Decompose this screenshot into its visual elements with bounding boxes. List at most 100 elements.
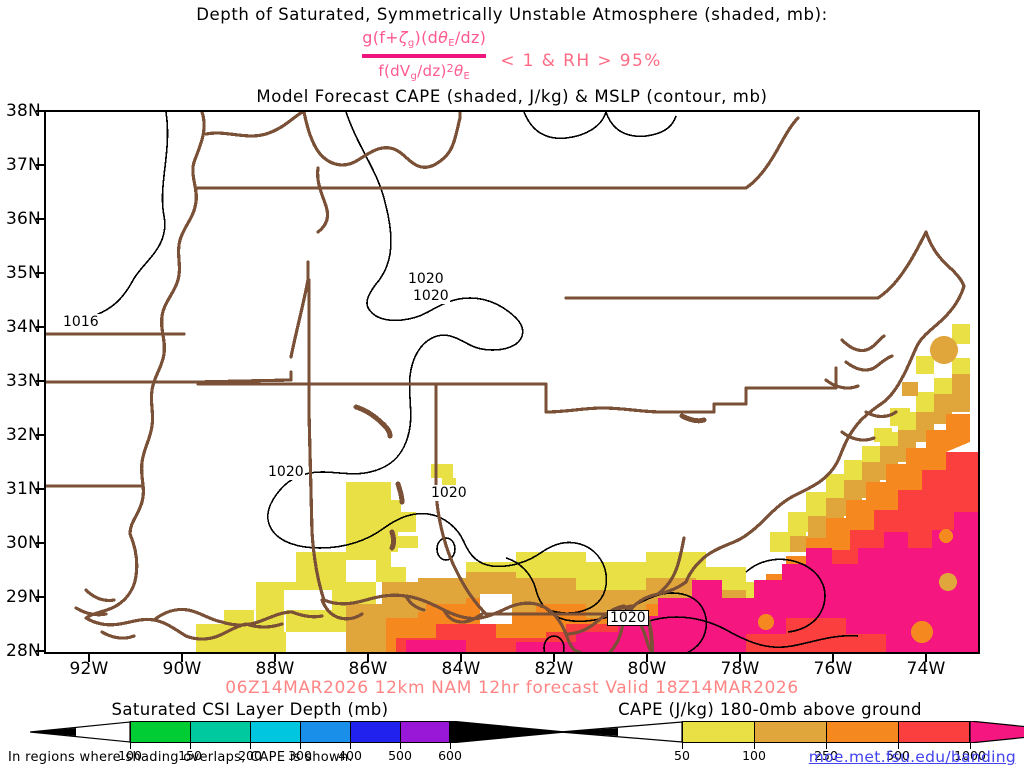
csi-tick	[400, 743, 401, 749]
lon-tick	[925, 654, 927, 662]
cape-tick	[682, 743, 683, 749]
cape-colorbar-ticks: 50 100 250 500 1000	[560, 743, 1015, 763]
lon-tick	[553, 654, 555, 662]
cape-tick	[970, 743, 971, 749]
cape-colorbar[interactable]	[560, 721, 1024, 743]
map-plot-area[interactable]: 1016 1020 1020 1020 1020 1020	[44, 110, 980, 654]
lat-tick	[36, 434, 44, 436]
cape-bin-100-250	[754, 721, 826, 743]
lat-label-38N: 38N	[6, 101, 41, 121]
csi-colorbar-under-arrow	[30, 721, 130, 743]
cape-bin-50-100	[682, 721, 754, 743]
cape-bin-500-1000	[898, 721, 970, 743]
csi-tick-label-100: 100	[118, 748, 142, 763]
contour-label-1020-a: 1020	[407, 271, 445, 287]
lon-label-86W: 86W	[348, 659, 388, 679]
csi-tick-label-400: 400	[338, 748, 362, 763]
contour-label-group: 1016 1020 1020 1020 1020 1020	[46, 112, 978, 652]
csi-tick	[190, 743, 191, 749]
contour-label-1020-d: 1020	[430, 485, 468, 501]
lat-label-37N: 37N	[6, 155, 41, 175]
csi-tick-label-150: 150	[178, 748, 202, 763]
source-url-link[interactable]: moe.met.fsu.edu/banding	[808, 748, 1016, 766]
lat-tick	[36, 542, 44, 544]
lat-tick	[36, 326, 44, 328]
page-title: Depth of Saturated, Symmetrically Unstab…	[196, 5, 828, 24]
csi-tick-label-200: 200	[238, 748, 262, 763]
csi-bin-500-600	[400, 721, 450, 743]
csi-tick	[300, 743, 301, 749]
lon-label-84W: 84W	[441, 659, 481, 679]
lat-label-31N: 31N	[6, 479, 41, 499]
lon-label-78W: 78W	[720, 659, 760, 679]
csi-colorbar-ticks: 100 150 200 300 400 500 600	[30, 743, 485, 763]
fraction-bar	[362, 54, 487, 58]
lon-label-88W: 88W	[255, 659, 295, 679]
lat-tick	[36, 164, 44, 166]
csi-bin-100-150	[130, 721, 190, 743]
lat-label-34N: 34N	[6, 317, 41, 337]
lon-label-80W: 80W	[627, 659, 667, 679]
cape-tick-label-250: 250	[814, 748, 838, 763]
csi-tick	[130, 743, 131, 749]
lon-label-90W: 90W	[162, 659, 202, 679]
cape-colorbar-under-arrow	[560, 721, 682, 743]
cape-tick-label-50: 50	[674, 748, 690, 763]
lat-tick	[36, 218, 44, 220]
lat-tick	[36, 650, 44, 652]
contour-label-1016: 1016	[62, 314, 100, 330]
lat-tick	[36, 272, 44, 274]
lon-tick	[739, 654, 741, 662]
formula-condition: < 1 & RH > 95%	[500, 51, 662, 71]
csi-formula-fraction: g(f+ζg)(dθE/dz) f(dVg/dz)2θE	[362, 28, 487, 86]
csi-tick	[450, 743, 451, 749]
csi-bin-200-300	[250, 721, 300, 743]
csi-tick	[250, 743, 251, 749]
map-canvas	[46, 112, 978, 652]
lat-tick	[36, 596, 44, 598]
lon-label-76W: 76W	[813, 659, 853, 679]
contour-label-1020-e: 1020	[607, 610, 649, 626]
lat-tick	[36, 110, 44, 112]
formula-annotation: g(f+ζg)(dθE/dz) f(dVg/dz)2θE < 1 & RH > …	[0, 28, 1024, 86]
csi-bin-400-500	[350, 721, 400, 743]
cape-tick	[826, 743, 827, 749]
csi-bin-300-400	[300, 721, 350, 743]
cape-colorbar-over-arrow	[970, 721, 1024, 743]
lon-tick	[646, 654, 648, 662]
cape-tick-label-500: 500	[886, 748, 910, 763]
formula-denominator: f(dVg/dz)2θE	[378, 62, 471, 82]
csi-colorbar-over-arrow	[450, 721, 565, 743]
lon-tick	[274, 654, 276, 662]
csi-colorbar[interactable]	[30, 721, 565, 743]
page-subtitle: Model Forecast CAPE (shaded, J/kg) & MSL…	[256, 87, 768, 106]
lon-tick	[88, 654, 90, 662]
cape-bin-250-500	[826, 721, 898, 743]
lon-tick	[460, 654, 462, 662]
cape-tick	[754, 743, 755, 749]
csi-bin-150-200	[190, 721, 250, 743]
lat-label-30N: 30N	[6, 533, 41, 553]
csi-tick-label-500: 500	[388, 748, 412, 763]
lat-label-35N: 35N	[6, 263, 41, 283]
contour-label-1020-b: 1020	[412, 288, 450, 304]
lat-label-32N: 32N	[6, 425, 41, 445]
csi-tick-label-600: 600	[438, 748, 462, 763]
forecast-valid-time: 06Z14MAR2026 12km NAM 12hr forecast Vali…	[225, 678, 799, 698]
cape-tick	[898, 743, 899, 749]
cape-colorbar-title: CAPE (J/kg) 180-0mb above ground	[618, 700, 922, 719]
lon-label-92W: 92W	[69, 659, 109, 679]
mslp-contours	[87, 112, 859, 652]
contour-label-1020-c: 1020	[267, 464, 305, 480]
lon-tick	[367, 654, 369, 662]
lon-tick	[181, 654, 183, 662]
lon-label-74W: 74W	[906, 659, 946, 679]
lat-tick	[36, 380, 44, 382]
lon-tick	[832, 654, 834, 662]
overlap-note: In regions where shading overlaps, CAPE …	[8, 750, 353, 765]
cape-tick-label-1000: 1000	[954, 748, 986, 763]
latitude-axis: 38N 37N 36N 35N 34N 33N 32N 31N 30N 29N …	[0, 0, 44, 768]
csi-tick-label-300: 300	[288, 748, 312, 763]
csi-colorbar-title: Saturated CSI Layer Depth (mb)	[111, 700, 389, 719]
lat-label-28N: 28N	[6, 641, 41, 661]
